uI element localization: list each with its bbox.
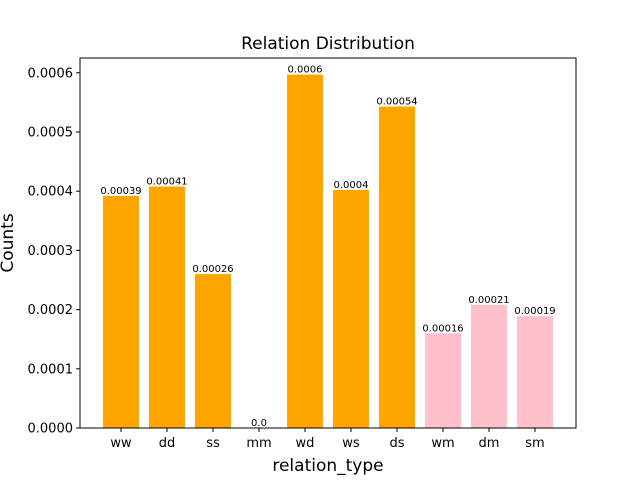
data-label-sm: 0.00019 bbox=[514, 306, 555, 317]
data-label-wd: 0.0006 bbox=[288, 65, 323, 76]
x-tick-label-wm: wm bbox=[431, 436, 454, 451]
x-tick-label-wd: wd bbox=[296, 436, 315, 451]
data-label-dm: 0.00021 bbox=[468, 295, 509, 306]
bar-ww bbox=[103, 195, 139, 428]
y-axis-label: Counts bbox=[0, 213, 18, 272]
data-label-ss: 0.00026 bbox=[192, 264, 233, 275]
data-label-ws: 0.0004 bbox=[334, 180, 369, 191]
y-tick-label-6: 0.0006 bbox=[28, 66, 74, 81]
x-tick-label-dd: dd bbox=[159, 436, 176, 451]
data-label-wm: 0.00016 bbox=[422, 323, 463, 334]
bar-ds bbox=[379, 106, 415, 428]
x-tick-label-ss: ss bbox=[206, 436, 220, 451]
x-tick-label-dm: dm bbox=[479, 436, 500, 451]
bar-ss bbox=[195, 274, 231, 428]
data-label-dd: 0.00041 bbox=[146, 176, 187, 187]
data-labels-group: 0.00039 0.00041 0.00026 0.0 0.0006 0.0004 0.00… bbox=[100, 65, 555, 429]
bar-wm bbox=[425, 333, 461, 428]
bars-group bbox=[103, 74, 553, 429]
y-axis: 0.0000 0.0001 0.0002 0.0003 0.0004 0.0005 0.00… bbox=[28, 66, 80, 437]
x-axis: ww dd ss mm wd ws ds wm dm sm bbox=[110, 428, 545, 451]
data-label-ds: 0.00054 bbox=[376, 97, 417, 108]
chart-title: Relation Distribution bbox=[241, 34, 415, 54]
y-tick-label-0: 0.0000 bbox=[28, 422, 74, 437]
x-tick-label-ds: ds bbox=[389, 436, 404, 451]
bar-dd bbox=[149, 186, 185, 428]
data-label-ww: 0.00039 bbox=[100, 186, 141, 197]
x-tick-label-sm: sm bbox=[525, 436, 544, 451]
bar-ws bbox=[333, 190, 369, 428]
y-tick-label-5: 0.0005 bbox=[28, 126, 74, 141]
data-label-mm: 0.0 bbox=[251, 418, 267, 429]
y-tick-label-3: 0.0003 bbox=[28, 244, 74, 259]
y-tick-label-1: 0.0001 bbox=[28, 362, 74, 377]
x-tick-label-ws: ws bbox=[342, 436, 360, 451]
bar-wd bbox=[287, 74, 323, 429]
x-tick-label-ww: ww bbox=[110, 436, 132, 451]
bar-sm bbox=[517, 316, 553, 428]
y-tick-label-4: 0.0004 bbox=[28, 185, 74, 200]
x-axis-label: relation_type bbox=[272, 456, 383, 476]
x-tick-label-mm: mm bbox=[246, 436, 271, 451]
y-tick-label-2: 0.0002 bbox=[28, 303, 74, 318]
plot-frame bbox=[79, 57, 577, 429]
bar-dm bbox=[471, 304, 507, 428]
